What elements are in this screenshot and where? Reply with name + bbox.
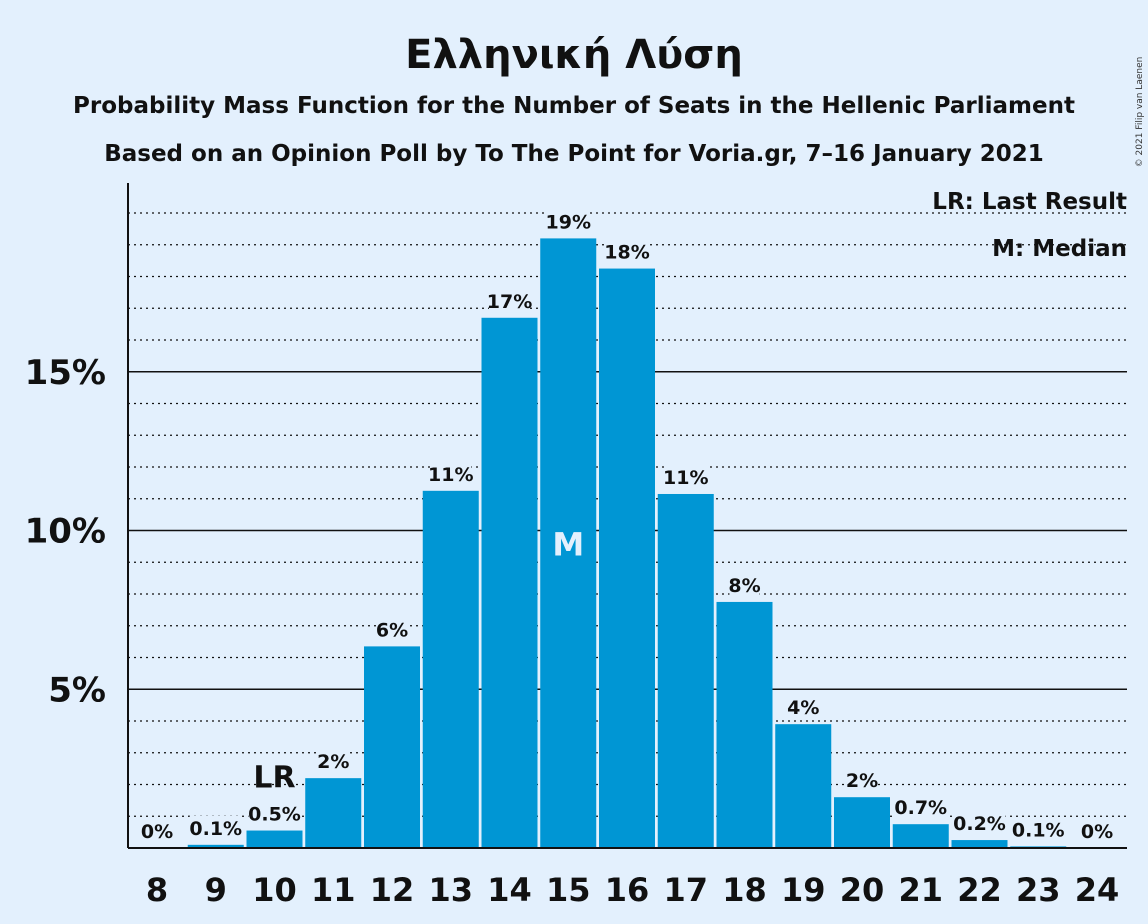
data-label-bg (248, 801, 301, 826)
data-label-bg (788, 695, 819, 720)
data-label-group: 8% (728, 572, 761, 597)
data-label-bg (894, 795, 947, 820)
data-label-bg (489, 288, 530, 313)
data-label: 6% (376, 619, 408, 641)
data-label-group: 6% (376, 617, 408, 642)
data-label-group: 19% (546, 209, 591, 234)
data-label: 18% (604, 242, 649, 264)
chart-title: Ελληνική Λύση (405, 32, 743, 78)
data-label: 0.1% (1012, 819, 1065, 841)
data-label: 0.5% (248, 804, 301, 826)
x-tick-label: 8 (146, 871, 168, 909)
data-label: 11% (663, 467, 708, 489)
data-label: 11% (428, 464, 473, 486)
x-tick-label: 24 (1075, 871, 1120, 909)
x-tick-label: 12 (370, 871, 415, 909)
x-tick-label: 22 (957, 871, 1002, 909)
data-label: 0.1% (189, 818, 242, 840)
data-label-bg (953, 811, 1006, 836)
bar-seats-10 (246, 830, 303, 848)
data-label-bg (847, 768, 877, 793)
chart-subtitle: Probability Mass Function for the Number… (73, 93, 1075, 119)
x-tick-label: 23 (1016, 871, 1061, 909)
bar-seats-16 (599, 268, 655, 848)
data-labels: 0% 0.1% 0.5% 2% 6% 11% 17% 19% 18% 11% 8% 4% 2% 0.7% 0… (141, 209, 1113, 843)
data-label-group: 0% (1081, 819, 1113, 843)
data-label: 0% (1081, 821, 1113, 843)
bar-seats-18 (716, 601, 773, 848)
data-label-group: 0.1% (1012, 817, 1065, 842)
y-tick-labels: 5% 10% 15% (25, 353, 106, 711)
bar-seats-11 (305, 778, 362, 848)
data-label: 0% (141, 821, 173, 843)
x-tick-label: 14 (487, 871, 532, 909)
data-label-bg (665, 464, 707, 489)
bar-seats-20 (834, 797, 890, 848)
x-tick-label: 16 (605, 871, 650, 909)
data-label-bg (430, 461, 472, 486)
data-label-bg (547, 209, 589, 234)
last-result-marker: LR (253, 761, 295, 796)
data-label-group: 0.2% (953, 811, 1006, 836)
legend-median: M: Median (992, 236, 1127, 262)
data-label-group: 4% (787, 695, 819, 720)
data-label-group: 0.5% (248, 801, 301, 826)
x-tick-label: 9 (205, 871, 227, 909)
bar-seats-22 (951, 840, 1008, 848)
bar-seats-15 (540, 238, 597, 848)
x-tick-label: 19 (781, 871, 826, 909)
x-tick-label: 15 (546, 871, 591, 909)
bar-seats-14 (481, 317, 538, 848)
bars (187, 238, 1067, 848)
data-label-bg (606, 239, 648, 264)
legend-last-result: LR: Last Result (932, 189, 1127, 215)
x-tick-label: 20 (840, 871, 885, 909)
bar-seats-21 (892, 824, 949, 848)
markers: LR M (253, 525, 584, 795)
x-tick-label: 21 (898, 871, 943, 909)
data-label: 8% (728, 575, 760, 597)
x-tick-label: 10 (252, 871, 297, 909)
bar-seats-13 (422, 490, 479, 848)
data-label-bg (318, 749, 349, 774)
x-tick-label: 17 (663, 871, 708, 909)
data-label-group: 2% (846, 768, 878, 793)
y-tick-label: 5% (48, 670, 106, 710)
copyright-notice: © 2021 Filip van Laenen (1135, 57, 1145, 168)
data-label: 19% (546, 211, 591, 233)
x-tick-label: 18 (722, 871, 767, 909)
median-marker: M (552, 525, 584, 563)
data-label: 2% (317, 751, 349, 773)
data-label-bg (1082, 819, 1112, 843)
data-label-group: 11% (663, 464, 708, 489)
x-tick-label: 11 (311, 871, 356, 909)
x-tick-labels: 8 9 10 11 12 13 14 15 16 17 18 19 20 21 22 23 24 (146, 871, 1119, 909)
data-label-bg (142, 819, 172, 843)
data-label-group: 18% (604, 239, 650, 264)
data-label-bg (1012, 817, 1065, 842)
y-tick-label: 10% (25, 512, 106, 552)
data-label: 4% (787, 697, 819, 719)
bar-seats-9 (187, 844, 244, 848)
data-label-bg (729, 572, 760, 597)
data-label: 0.2% (953, 813, 1006, 835)
data-label-group: 0.1% (189, 815, 242, 840)
x-tick-label: 13 (428, 871, 473, 909)
bar-seats-19 (775, 724, 832, 848)
data-label-group: 17% (487, 288, 532, 313)
data-label-group: 2% (317, 749, 349, 774)
y-tick-label: 15% (25, 353, 106, 393)
chart-subtitle-source: Based on an Opinion Poll by To The Point… (104, 141, 1044, 167)
data-label-group: 0.7% (894, 795, 947, 820)
data-label-group: 0% (141, 819, 173, 843)
bar-seats-12 (364, 646, 420, 848)
data-label: 0.7% (894, 797, 947, 819)
data-label: 17% (487, 291, 532, 313)
data-label: 2% (846, 770, 878, 792)
data-label-group: 11% (428, 461, 473, 486)
data-label-bg (189, 815, 242, 840)
bar-seats-17 (657, 493, 714, 848)
data-label-bg (377, 617, 407, 642)
